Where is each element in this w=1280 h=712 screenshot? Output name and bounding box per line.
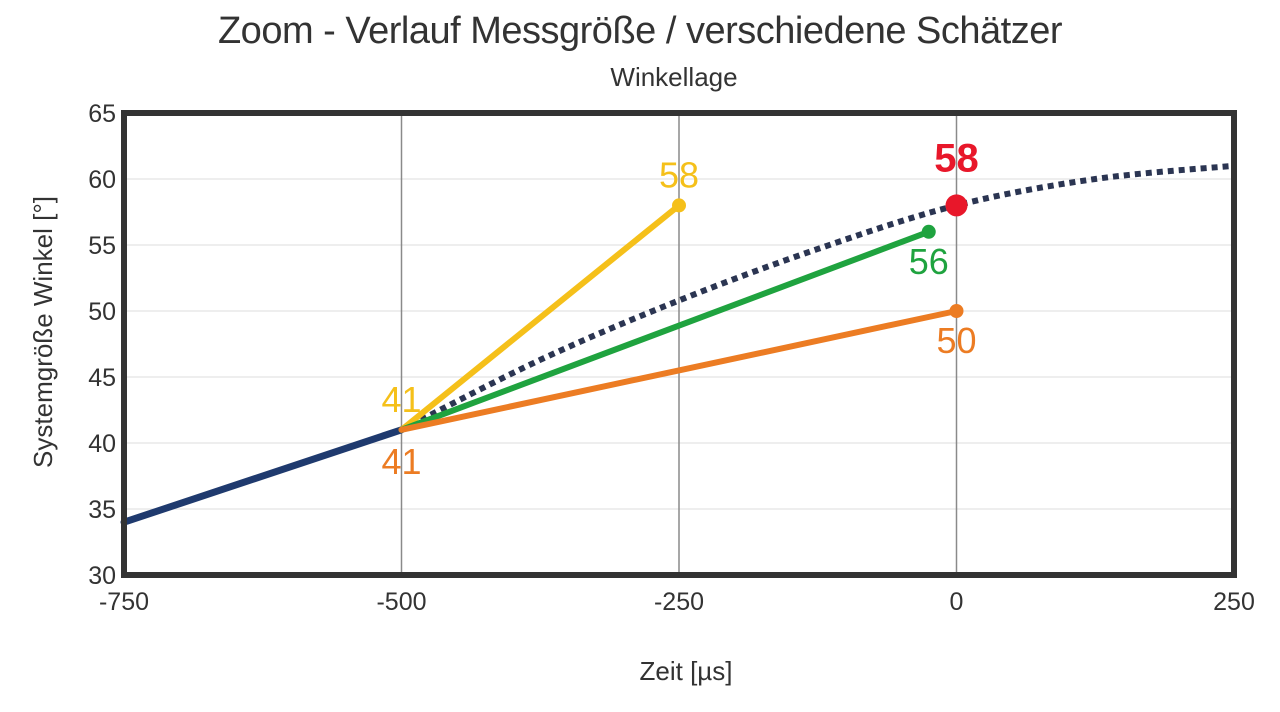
marker-layer bbox=[672, 194, 968, 318]
data-point-3 bbox=[945, 194, 968, 217]
data-label-2: 50 bbox=[936, 320, 976, 361]
plot-frame bbox=[121, 110, 1237, 578]
y-axis-label: Systemgröße Winkel [°] bbox=[28, 196, 58, 468]
x-axis-label: Zeit [µs] bbox=[640, 656, 733, 686]
data-point-1 bbox=[921, 224, 936, 239]
series-line-3 bbox=[398, 228, 932, 433]
y-tick-label: 40 bbox=[88, 430, 116, 458]
x-tick-label: -750 bbox=[99, 588, 149, 616]
data-label-3: 58 bbox=[934, 136, 979, 180]
y-tick-label: 35 bbox=[88, 496, 116, 524]
y-axis-ticks: 30 35 40 45 50 55 60 65 bbox=[88, 100, 116, 590]
x-tick-label: -250 bbox=[654, 588, 704, 616]
data-label-5: 41 bbox=[381, 441, 421, 482]
y-tick-label: 65 bbox=[88, 100, 116, 128]
data-point-0 bbox=[672, 198, 686, 213]
vertical-gridlines bbox=[400, 113, 958, 575]
x-tick-label: -500 bbox=[376, 588, 426, 616]
y-tick-label: 45 bbox=[88, 364, 116, 392]
chart-title: Zoom - Verlauf Messgröße / verschiedene … bbox=[217, 10, 1063, 52]
x-tick-label: 250 bbox=[1213, 588, 1255, 616]
data-label-1: 56 bbox=[909, 241, 949, 282]
series-line-0 bbox=[120, 426, 405, 526]
y-tick-label: 55 bbox=[88, 232, 116, 260]
annotation-layer: 58 56 50 58 41 41 bbox=[381, 136, 978, 481]
data-label-0: 58 bbox=[659, 154, 699, 195]
x-tick-label: 0 bbox=[950, 588, 964, 616]
y-tick-label: 60 bbox=[88, 166, 116, 194]
y-tick-label: 50 bbox=[88, 298, 116, 326]
series-line-2 bbox=[398, 202, 682, 433]
chart-subtitle: Winkellage bbox=[610, 62, 738, 92]
series-layer bbox=[120, 162, 1235, 526]
data-label-4: 41 bbox=[381, 379, 421, 420]
x-axis-ticks: -750 -500 -250 0 250 bbox=[99, 588, 1255, 616]
data-point-2 bbox=[949, 304, 964, 318]
series-line-4 bbox=[398, 308, 960, 433]
y-tick-label: 30 bbox=[88, 562, 116, 590]
series-line-1 bbox=[400, 162, 1235, 433]
